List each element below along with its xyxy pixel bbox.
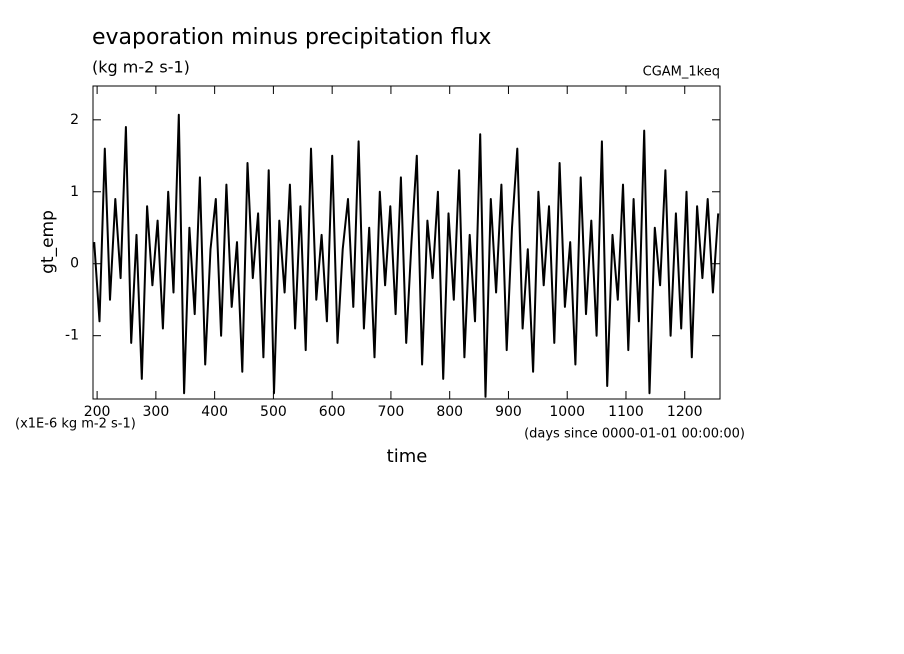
x-tick-label: 1100 bbox=[608, 404, 644, 420]
x-tick-label: 1200 bbox=[667, 404, 703, 420]
x-tick-label: 800 bbox=[436, 404, 463, 420]
y-units: (x1E-6 kg m-2 s-1) bbox=[15, 417, 136, 432]
x-tick-label: 500 bbox=[260, 404, 287, 420]
y-tick-label: 0 bbox=[70, 256, 79, 272]
x-tick-label: 400 bbox=[201, 404, 228, 420]
x-tick-label: 1000 bbox=[549, 404, 585, 420]
y-tick-label: -1 bbox=[65, 328, 79, 344]
x-tick-label: 700 bbox=[378, 404, 405, 420]
x-tick-label: 900 bbox=[495, 404, 522, 420]
x-units: (days since 0000-01-01 00:00:00) bbox=[524, 427, 745, 442]
annotation: CGAM_1keq bbox=[643, 65, 720, 80]
chart-subtitle: (kg m-2 s-1) bbox=[92, 58, 190, 77]
x-tick-label: 200 bbox=[84, 404, 111, 420]
x-tick-label: 300 bbox=[143, 404, 170, 420]
chart-title: evaporation minus precipitation flux bbox=[92, 25, 491, 50]
data-line bbox=[93, 113, 720, 398]
y-tick-label: 2 bbox=[70, 112, 79, 128]
x-axis-label: time bbox=[387, 446, 428, 467]
x-tick-label: 600 bbox=[319, 404, 346, 420]
y-tick-label: 1 bbox=[70, 184, 79, 200]
plot-frame bbox=[92, 85, 721, 400]
y-axis-label: gt_emp bbox=[38, 210, 58, 274]
